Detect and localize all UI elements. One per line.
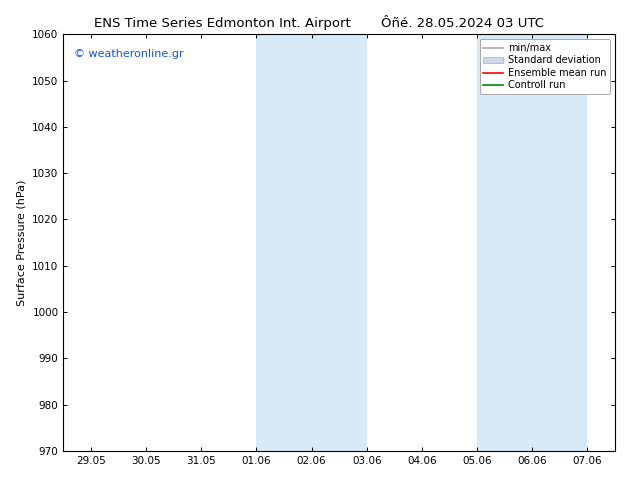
Text: © weatheronline.gr: © weatheronline.gr bbox=[74, 49, 184, 59]
Bar bbox=[256, 34, 367, 451]
Y-axis label: Surface Pressure (hPa): Surface Pressure (hPa) bbox=[16, 179, 27, 306]
Legend: min/max, Standard deviation, Ensemble mean run, Controll run: min/max, Standard deviation, Ensemble me… bbox=[479, 39, 610, 94]
Bar bbox=[477, 34, 588, 451]
Text: ENS Time Series Edmonton Int. Airport: ENS Time Series Edmonton Int. Airport bbox=[94, 17, 350, 30]
Text: Ôñé. 28.05.2024 03 UTC: Ôñé. 28.05.2024 03 UTC bbox=[381, 17, 545, 30]
